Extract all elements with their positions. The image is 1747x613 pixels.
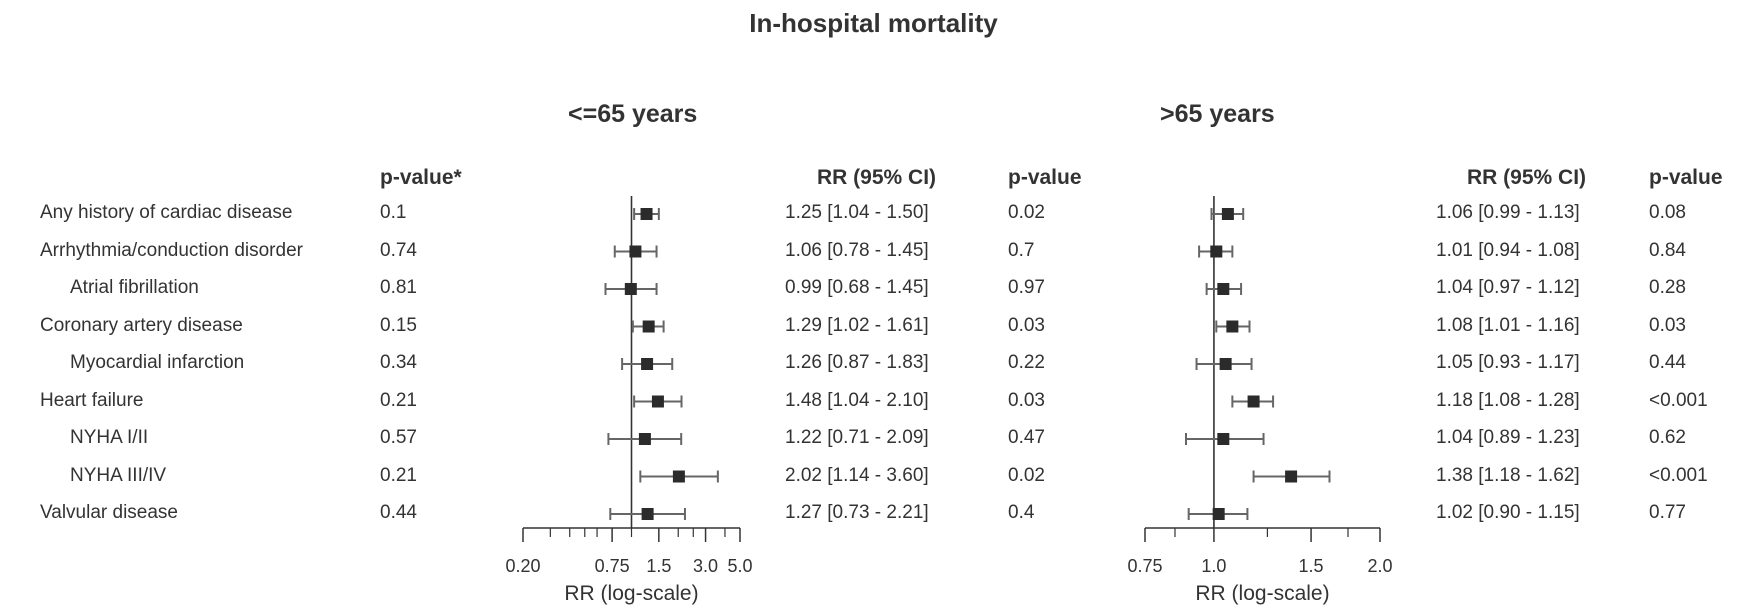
figure-title: In-hospital mortality	[749, 8, 998, 38]
panel-title-old: >65 years	[1160, 100, 1275, 128]
rr-ci-young: 1.25 [1.04 - 1.50]	[785, 202, 929, 223]
x-tick-label: 2.0	[1367, 556, 1392, 576]
rr-point-marker	[1210, 245, 1223, 258]
rr-ci-old: 1.04 [0.89 - 1.23]	[1436, 427, 1580, 448]
rr-ci-young: 2.02 [1.14 - 3.60]	[785, 464, 929, 486]
pvalue-old: 0.84	[1649, 239, 1686, 261]
pvalue-young: 0.4	[1008, 502, 1035, 523]
rr-point-marker	[640, 208, 653, 220]
p-interaction-value: 0.21	[380, 389, 417, 411]
row-label: NYHA III/IV	[70, 464, 167, 486]
pvalue-young: 0.47	[1008, 427, 1045, 448]
rr-point-marker	[642, 320, 655, 333]
rr-ci-old: 1.18 [1.08 - 1.28]	[1436, 389, 1580, 411]
pvalue-old: 0.08	[1649, 202, 1686, 223]
rr-point-marker	[641, 358, 654, 370]
header-pvalue-young: p-value	[1008, 166, 1082, 189]
row-label: Arrhythmia/conduction disorder	[40, 239, 303, 261]
header-rr-ci-old: RR (95% CI)	[1467, 166, 1587, 189]
pvalue-old: 0.77	[1649, 502, 1686, 523]
rr-ci-old: 1.01 [0.94 - 1.08]	[1436, 239, 1580, 261]
rr-point-marker	[1219, 358, 1232, 370]
header-pvalue-interaction: p-value*	[380, 166, 462, 189]
rr-ci-young: 1.26 [0.87 - 1.83]	[785, 352, 929, 373]
panel-title-young: <=65 years	[568, 100, 698, 128]
row-label: Any history of cardiac disease	[40, 202, 293, 223]
p-interaction-value: 0.34	[380, 352, 417, 373]
rr-point-marker	[624, 283, 637, 295]
p-interaction-value: 0.1	[380, 202, 407, 223]
rr-point-marker	[641, 508, 654, 520]
rr-ci-young: 1.29 [1.02 - 1.61]	[785, 314, 929, 336]
pvalue-young: 0.7	[1008, 239, 1035, 261]
rr-point-marker	[1247, 395, 1260, 408]
x-tick-label: 0.20	[505, 556, 540, 576]
p-interaction-value: 0.81	[380, 277, 417, 298]
rr-point-marker	[638, 433, 651, 445]
rr-ci-old: 1.08 [1.01 - 1.16]	[1436, 314, 1580, 336]
rr-point-marker	[1226, 320, 1239, 333]
row-label: NYHA I/II	[70, 427, 149, 448]
rr-point-marker	[629, 245, 642, 258]
rr-ci-old: 1.06 [0.99 - 1.13]	[1436, 202, 1580, 223]
x-tick-label: 1.0	[1201, 556, 1226, 576]
pvalue-old: 0.44	[1649, 352, 1686, 373]
x-tick-label: 0.75	[595, 556, 630, 576]
rr-ci-young: 1.27 [0.73 - 2.21]	[785, 502, 929, 523]
rr-point-marker	[672, 470, 685, 483]
pvalue-old: 0.62	[1649, 427, 1686, 448]
x-axis-label: RR (log-scale)	[564, 582, 698, 605]
pvalue-old: <0.001	[1649, 464, 1708, 486]
pvalue-young: 0.02	[1008, 464, 1045, 486]
pvalue-old: 0.28	[1649, 277, 1686, 298]
rr-ci-old: 1.05 [0.93 - 1.17]	[1436, 352, 1580, 373]
x-tick-label: 1.5	[646, 556, 671, 576]
row-label: Valvular disease	[40, 502, 179, 523]
row-label: Myocardial infarction	[70, 352, 245, 373]
row-label: Atrial fibrillation	[70, 277, 199, 298]
x-tick-label: 5.0	[727, 556, 752, 576]
row-label: Heart failure	[40, 389, 144, 411]
rr-ci-young: 1.06 [0.78 - 1.45]	[785, 239, 929, 261]
rr-ci-old: 1.02 [0.90 - 1.15]	[1436, 502, 1580, 523]
rr-ci-young: 0.99 [0.68 - 1.45]	[785, 277, 929, 298]
rr-ci-young: 1.48 [1.04 - 2.10]	[785, 389, 929, 411]
rr-point-marker	[1285, 470, 1298, 483]
pvalue-old: 0.03	[1649, 314, 1686, 336]
x-tick-label: 3.0	[693, 556, 718, 576]
rr-point-marker	[1221, 208, 1234, 220]
pvalue-young: 0.03	[1008, 314, 1045, 336]
x-tick-label: 0.75	[1127, 556, 1162, 576]
rr-point-marker	[1217, 433, 1230, 445]
rr-point-marker	[1212, 508, 1225, 520]
header-rr-ci-young: RR (95% CI)	[817, 166, 937, 189]
pvalue-young: 0.03	[1008, 389, 1045, 411]
p-interaction-value: 0.21	[380, 464, 417, 486]
pvalue-young: 0.02	[1008, 202, 1045, 223]
rr-ci-old: 1.04 [0.97 - 1.12]	[1436, 277, 1580, 298]
p-interaction-value: 0.15	[380, 314, 417, 336]
row-label: Coronary artery disease	[40, 314, 243, 336]
p-interaction-value: 0.44	[380, 502, 417, 523]
pvalue-young: 0.22	[1008, 352, 1045, 373]
x-axis-label: RR (log-scale)	[1195, 582, 1329, 605]
header-pvalue-old: p-value	[1649, 166, 1723, 189]
x-tick-label: 1.5	[1299, 556, 1324, 576]
pvalue-young: 0.97	[1008, 277, 1045, 298]
p-interaction-value: 0.74	[380, 239, 417, 261]
rr-point-marker	[651, 395, 664, 408]
rr-point-marker	[1217, 283, 1230, 295]
rr-ci-old: 1.38 [1.18 - 1.62]	[1436, 464, 1580, 486]
rr-ci-young: 1.22 [0.71 - 2.09]	[785, 427, 929, 448]
p-interaction-value: 0.57	[380, 427, 417, 448]
pvalue-old: <0.001	[1649, 389, 1708, 411]
